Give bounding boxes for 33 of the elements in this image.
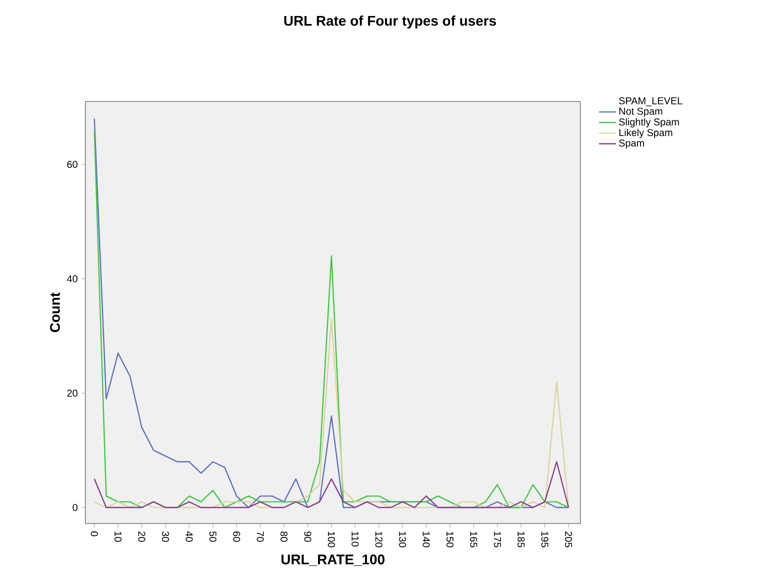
x-tick-label: 10 [114,532,122,542]
y-tick-label: 0 [72,504,78,512]
x-tick-label: 50 [209,531,216,542]
x-tick-label: 60 [233,532,240,542]
y-tick-label: 60 [67,160,78,168]
x-tick-label: 130 [399,532,406,548]
y-tick-label: 20 [67,390,78,397]
x-tick-label: 110 [352,532,359,547]
legend-label: Spam [619,140,644,149]
x-tick-label: 70 [256,532,264,542]
x-tick-label: 140 [422,532,430,548]
x-tick-label: 80 [280,531,288,542]
x-tick-label: 40 [186,531,193,542]
x-tick-label: 150 [446,532,454,548]
x-tick-label: 0 [90,531,98,536]
chart-title: URL Rate of Four types of users [284,15,496,28]
y-axis-title: Count [50,292,60,332]
x-tick-label: 20 [138,532,146,542]
x-axis-title: URL_RATE_100 [282,554,384,566]
y-tick-label: 40 [66,275,78,282]
x-tick-label: 165 [470,532,478,548]
legend-label: Not Spam [619,108,662,117]
legend-title: SPAM_LEVEL [619,97,682,106]
x-tick-label: 175 [494,532,501,548]
legend-label: Likely Spam [619,128,672,138]
x-tick-label: 195 [541,532,548,548]
x-tick-label: 90 [304,532,312,542]
x-tick-label: 185 [518,532,525,548]
x-tick-label: 30 [162,531,170,542]
legend-label: Slightly Spam [619,118,679,128]
x-tick-label: 100 [328,532,335,548]
x-tick-label: 120 [375,532,382,548]
x-tick-label: 205 [564,532,572,548]
